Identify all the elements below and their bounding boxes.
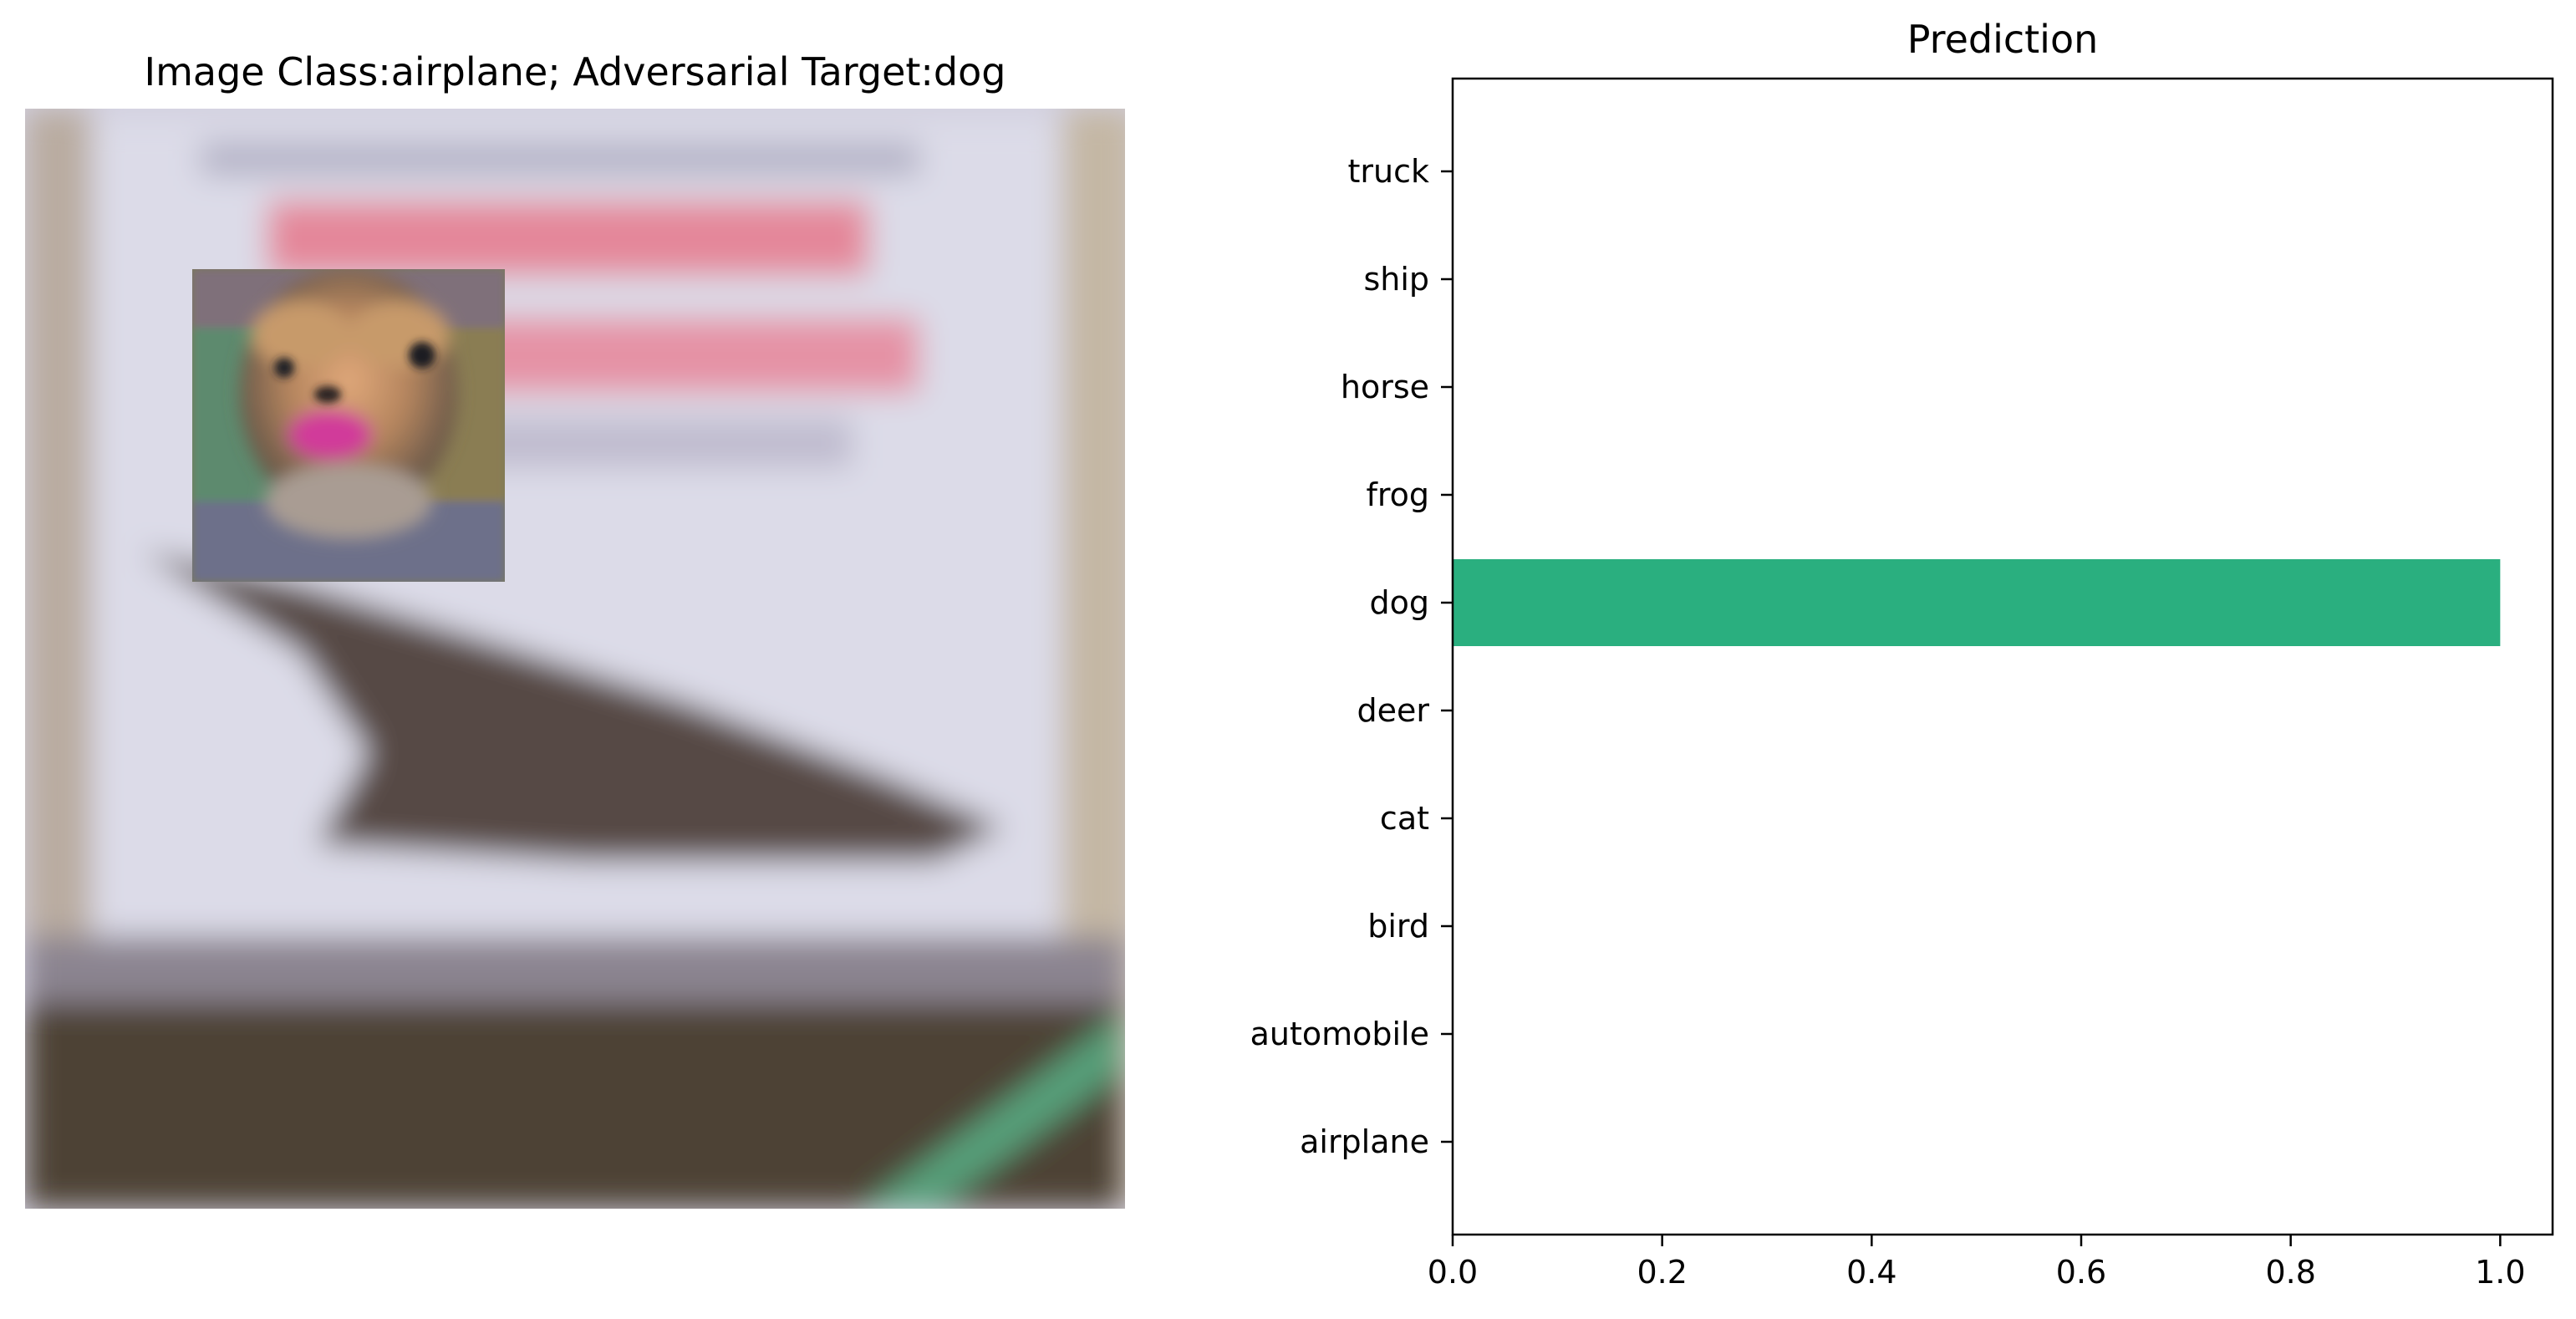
x-tick-label: 0.0 [1428, 1254, 1478, 1291]
x-tick-label: 0.4 [1846, 1254, 1896, 1291]
adversarial-patch [192, 269, 505, 582]
x-tick-label: 0.2 [1637, 1254, 1687, 1291]
prediction-chart: Prediction airplane automobile bird cat deer… [1250, 17, 2554, 1291]
chart-title: Prediction [1907, 17, 2099, 62]
y-tick-label-frog: frog [1366, 476, 1429, 513]
x-tick-label: 0.6 [2056, 1254, 2106, 1291]
y-tick-label-dog: dog [1370, 584, 1430, 621]
x-tick-label: 1.0 [2475, 1254, 2525, 1291]
bars [1453, 559, 2501, 646]
y-tick-label-bird: bird [1367, 908, 1429, 945]
x-axis-ticks: 0.0 0.2 0.4 0.6 0.8 1.0 [1428, 1235, 2526, 1291]
image-title: Image Class:airplane; Adversarial Target… [145, 49, 1006, 94]
y-tick-label-deer: deer [1357, 692, 1429, 729]
y-tick-label-horse: horse [1341, 369, 1429, 405]
y-tick-label-ship: ship [1363, 261, 1429, 298]
plot-frame [1451, 77, 2554, 1236]
y-tick-label-airplane: airplane [1300, 1123, 1429, 1160]
x-tick-label: 0.8 [2265, 1254, 2315, 1291]
adversarial-image [25, 109, 1125, 1209]
bar-dog [1453, 559, 2501, 646]
y-tick-label-automobile: automobile [1250, 1016, 1429, 1052]
y-tick-label-truck: truck [1347, 153, 1429, 190]
y-axis-ticks: airplane automobile bird cat deer dog frog hors… [1250, 153, 1453, 1160]
y-tick-label-cat: cat [1380, 800, 1429, 837]
